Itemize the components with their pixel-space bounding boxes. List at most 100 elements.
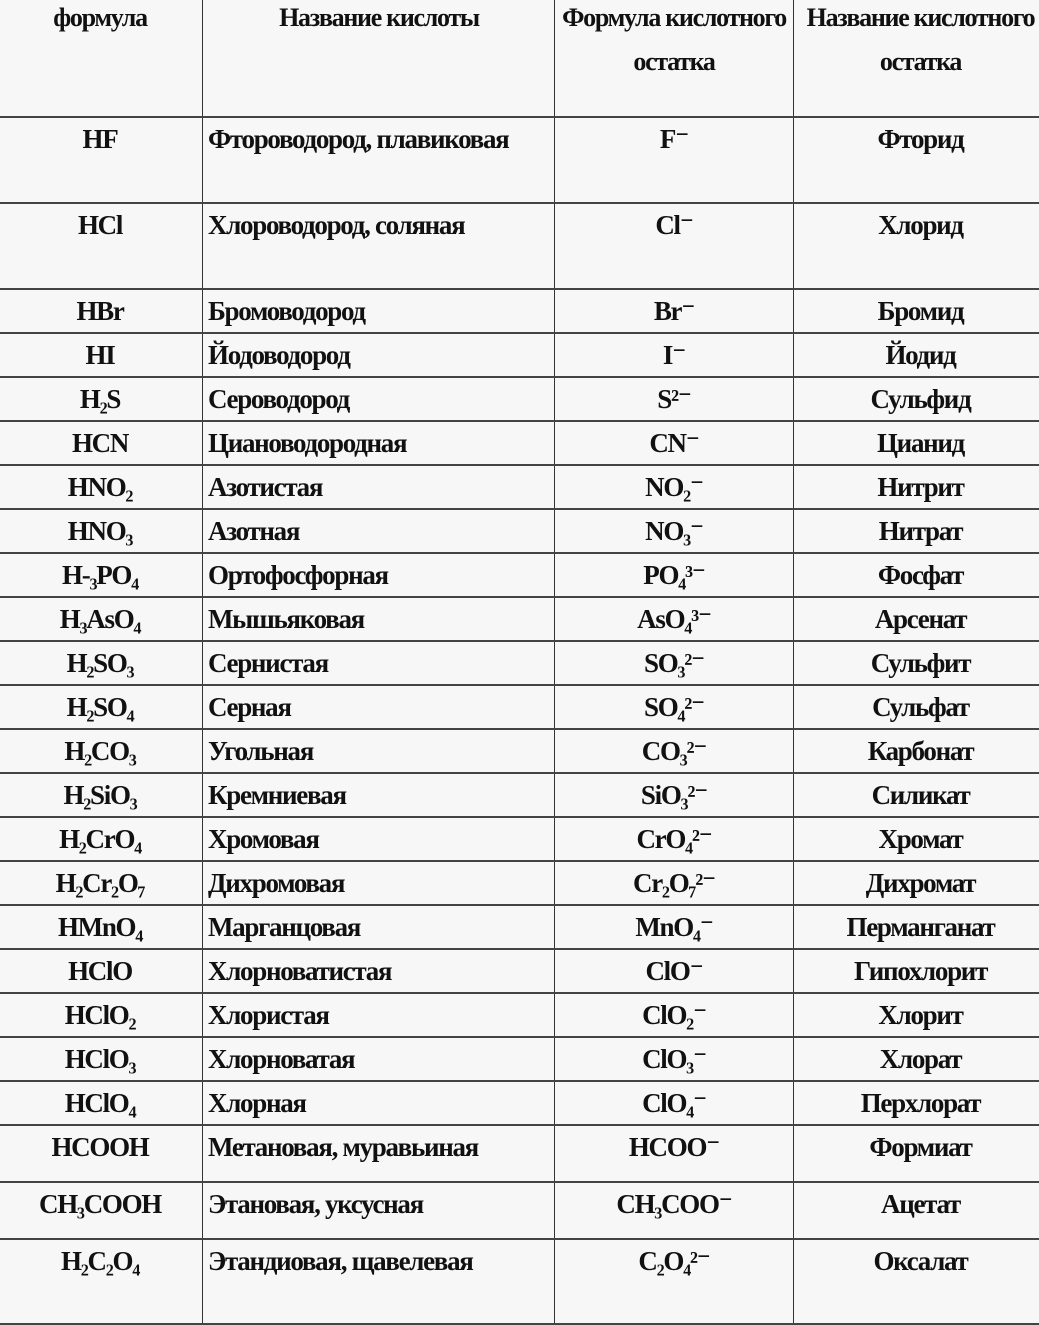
acid-name: Этановая, уксусная [203, 1182, 555, 1239]
acid-name: Серная [203, 685, 555, 729]
residue-formula: Cr₂O₇²⁻ [555, 861, 794, 905]
acid-name: Сернистая [203, 641, 555, 685]
residue-formula: ClO⁻ [555, 949, 794, 993]
acid-name: Фтороводород, плавиковая [203, 117, 555, 203]
residue-name: Нитрит [794, 465, 1039, 509]
acid-formula: H-₃PO₄ [0, 553, 203, 597]
acid-formula: HClO₂ [0, 993, 203, 1037]
residue-name: Ацетат [794, 1182, 1039, 1239]
acid-name: Хлороводород, соляная [203, 203, 555, 289]
residue-formula: CH₃COO⁻ [555, 1182, 794, 1239]
header-residue-formula: Формула кислотного остатка [555, 0, 794, 117]
residue-formula: AsO₄³⁻ [555, 597, 794, 641]
acid-name: Ортофосфорная [203, 553, 555, 597]
acid-formula: H₂CrO₄ [0, 817, 203, 861]
acid-name: Этандиовая, щавелевая [203, 1239, 555, 1324]
acid-name: Хлорная [203, 1081, 555, 1125]
acid-name: Азотная [203, 509, 555, 553]
residue-formula: Cl⁻ [555, 203, 794, 289]
residue-name: Сульфат [794, 685, 1039, 729]
residue-name: Перхлорат [794, 1081, 1039, 1125]
residue-name: Гипохлорит [794, 949, 1039, 993]
acid-formula: HCOOH [0, 1125, 203, 1182]
residue-name: Перманганат [794, 905, 1039, 949]
residue-formula: NO₂⁻ [555, 465, 794, 509]
residue-formula: CrO₄²⁻ [555, 817, 794, 861]
residue-name: Цианид [794, 421, 1039, 465]
acid-formula: CH₃COOH [0, 1182, 203, 1239]
acid-formula: H₃AsO₄ [0, 597, 203, 641]
acid-name: Сероводород [203, 377, 555, 421]
acid-name: Хромовая [203, 817, 555, 861]
acid-formula: HNO₃ [0, 509, 203, 553]
acid-formula: H₂CO₃ [0, 729, 203, 773]
acid-formula: H₂SiO₃ [0, 773, 203, 817]
residue-name: Формиат [794, 1125, 1039, 1182]
acid-name: Мышьяковая [203, 597, 555, 641]
acid-formula: H₂Cr₂O₇ [0, 861, 203, 905]
acid-formula: HF [0, 117, 203, 203]
acid-name: Дихромовая [203, 861, 555, 905]
residue-formula: SiO₃²⁻ [555, 773, 794, 817]
acid-formula: HMnO₄ [0, 905, 203, 949]
residue-name: Йодид [794, 333, 1039, 377]
acid-formula: HBr [0, 289, 203, 333]
header-residue-name: Название кислотного остатка [794, 0, 1039, 117]
acid-formula: HCN [0, 421, 203, 465]
acid-name: Хлористая [203, 993, 555, 1037]
residue-name: Карбонат [794, 729, 1039, 773]
residue-name: Хлорат [794, 1037, 1039, 1081]
residue-name: Фосфат [794, 553, 1039, 597]
acid-name: Циановодородная [203, 421, 555, 465]
acid-name: Азотистая [203, 465, 555, 509]
residue-formula: ClO₃⁻ [555, 1037, 794, 1081]
residue-formula: HCOO⁻ [555, 1125, 794, 1182]
acid-name: Марганцовая [203, 905, 555, 949]
residue-name: Фторид [794, 117, 1039, 203]
residue-formula: CO₃²⁻ [555, 729, 794, 773]
residue-name: Бромид [794, 289, 1039, 333]
residue-formula: ClO₄⁻ [555, 1081, 794, 1125]
header-row: формула Название кислоты Формула кислотн… [0, 0, 1039, 117]
residue-name: Сульфид [794, 377, 1039, 421]
residue-formula: MnO₄⁻ [555, 905, 794, 949]
residue-name: Нитрат [794, 509, 1039, 553]
acid-formula: HCl [0, 203, 203, 289]
residue-name: Оксалат [794, 1239, 1039, 1324]
acid-formula: HClO₃ [0, 1037, 203, 1081]
acid-formula: HClO [0, 949, 203, 993]
acid-formula: H₂SO₃ [0, 641, 203, 685]
header-formula: формула [0, 0, 203, 117]
residue-formula: NO₃⁻ [555, 509, 794, 553]
acid-name: Хлорноватистая [203, 949, 555, 993]
acid-name: Хлорноватая [203, 1037, 555, 1081]
residue-name: Дихромат [794, 861, 1039, 905]
residue-name: Силикат [794, 773, 1039, 817]
residue-name: Хромат [794, 817, 1039, 861]
residue-formula: S²⁻ [555, 377, 794, 421]
residue-name: Арсенат [794, 597, 1039, 641]
acid-formula: H₂S [0, 377, 203, 421]
residue-name: Хлорит [794, 993, 1039, 1037]
residue-formula: I⁻ [555, 333, 794, 377]
acid-name: Бромоводород [203, 289, 555, 333]
acid-formula: HNO₂ [0, 465, 203, 509]
